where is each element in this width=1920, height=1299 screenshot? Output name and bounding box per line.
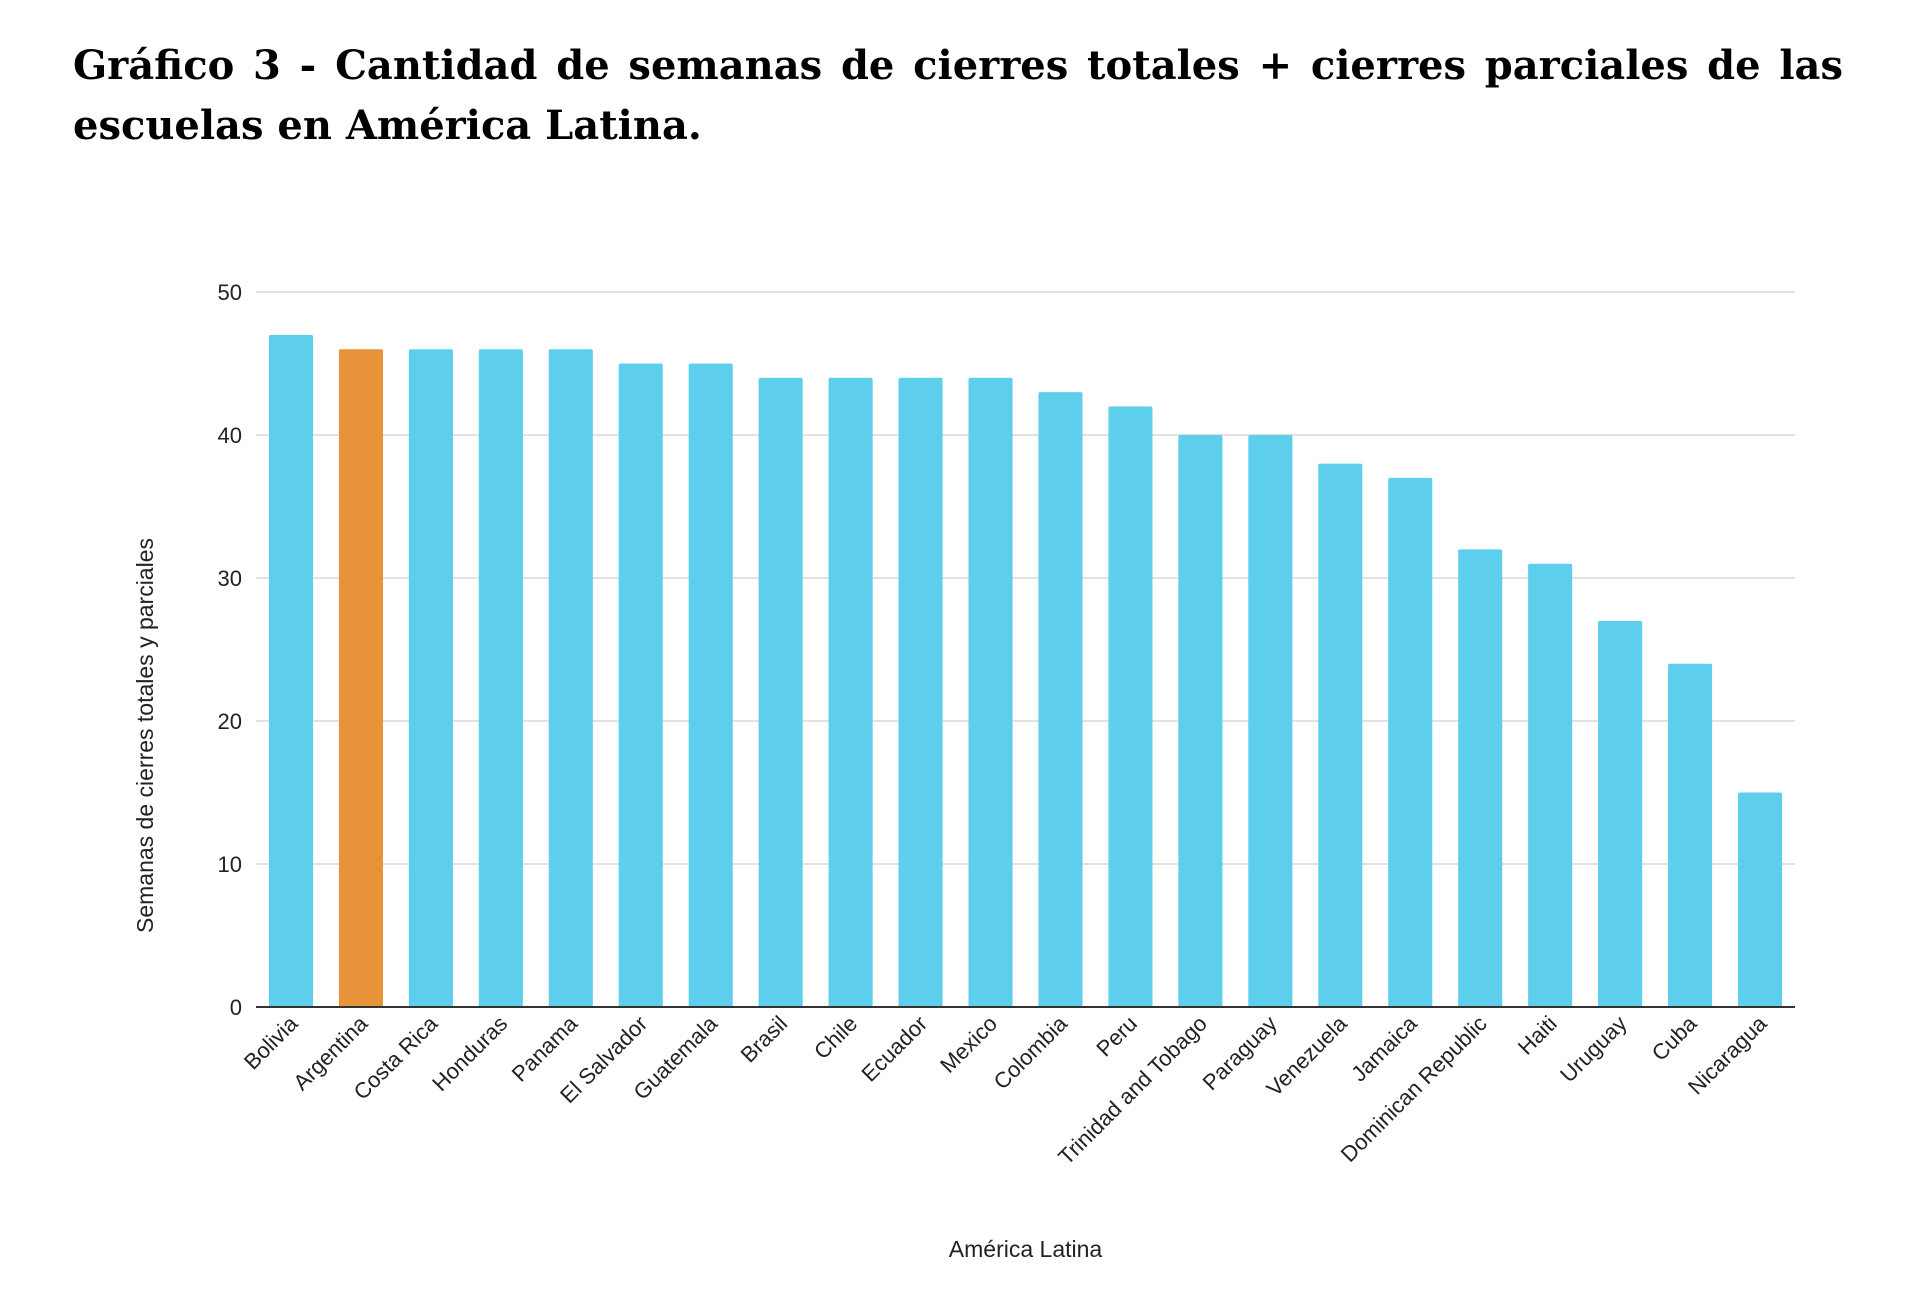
y-tick-label: 0: [230, 995, 242, 1020]
bar-nicaragua: [1737, 792, 1783, 1007]
x-tick-label: Haiti: [1513, 1011, 1562, 1060]
x-tick-label: Ecuador: [856, 1011, 932, 1087]
bar-guatemala: [688, 363, 733, 1007]
bar-uruguay: [1598, 620, 1643, 1007]
bar-bolivia: [268, 334, 314, 1007]
x-axis-title: América Latina: [949, 1236, 1103, 1262]
bar-jamaica: [1388, 477, 1433, 1007]
x-tick-label: Cuba: [1647, 1010, 1702, 1065]
bar-mexico: [968, 377, 1013, 1007]
bar-ecuador: [898, 377, 943, 1007]
x-tick-label: Peru: [1091, 1011, 1142, 1062]
bars: [268, 334, 1783, 1008]
y-axis-title: Semanas de cierres totales y parciales: [132, 538, 158, 933]
bar-colombia: [1038, 392, 1083, 1008]
bar-venezuela: [1318, 463, 1363, 1008]
y-axis-ticks: 0 10 20 30 40 50: [218, 280, 242, 1020]
x-tick-label: Chile: [809, 1011, 862, 1064]
bar-costa-rica: [408, 349, 453, 1007]
bar-paraguay: [1248, 435, 1293, 1007]
bar-trinidad-and-tobago: [1178, 435, 1223, 1007]
x-tick-label: Uruguay: [1555, 1011, 1631, 1087]
y-tick-label: 10: [218, 852, 242, 877]
bar-el-salvador: [618, 363, 663, 1007]
x-tick-label: Bolivia: [239, 1010, 303, 1074]
bar-brasil: [758, 377, 803, 1007]
x-tick-label: Mexico: [935, 1011, 1002, 1078]
x-tick-label: Colombia: [989, 1010, 1073, 1094]
page-title: Gráfico 3 - Cantidad de semanas de cierr…: [73, 42, 1843, 149]
x-tick-label: Honduras: [427, 1011, 512, 1096]
bar-dominican-republic: [1458, 549, 1503, 1007]
y-tick-label: 40: [218, 423, 242, 448]
bar-haiti: [1528, 563, 1573, 1007]
x-tick-label: Brasil: [736, 1011, 793, 1068]
bar-peru: [1108, 406, 1153, 1007]
bar-chile: [828, 377, 873, 1007]
bar-argentina: [338, 349, 383, 1007]
bar-cuba: [1668, 663, 1713, 1007]
bar-honduras: [478, 349, 523, 1007]
y-tick-label: 20: [218, 709, 242, 734]
y-tick-label: 30: [218, 566, 242, 591]
bar-panama: [548, 349, 593, 1007]
y-tick-label: 50: [218, 280, 242, 305]
